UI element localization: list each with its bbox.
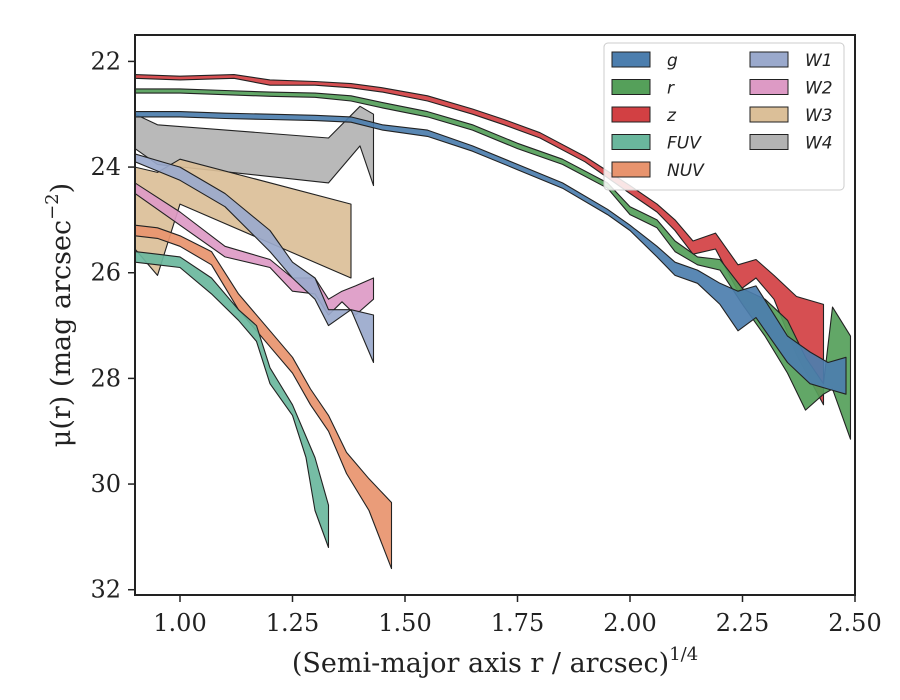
y-tick-label: 24	[90, 153, 121, 181]
x-tick-label: 1.75	[491, 609, 544, 637]
y-axis-ticks: 22 24 26 28 30 32	[90, 47, 135, 604]
legend-label-r: r	[667, 79, 675, 99]
x-tick-label: 1.00	[153, 609, 206, 637]
legend-label-w2: W2	[805, 79, 833, 99]
y-tick-label: 22	[90, 47, 121, 75]
x-tick-label: 2.50	[828, 609, 881, 637]
x-axis-label-exponent: 1/4	[669, 644, 698, 665]
y-tick-label: 30	[90, 470, 121, 498]
plot-frame	[134, 34, 856, 596]
legend-swatch-w4	[749, 134, 789, 150]
x-axis-ticks: 1.00 1.25 1.50 1.75 2.00 2.25 2.50	[153, 595, 882, 637]
y-axis-label-text: μ(r) (mag arcsec	[46, 220, 77, 447]
band-g	[135, 111, 847, 395]
legend-label-w4: W4	[805, 134, 833, 154]
legend-swatch-r	[611, 79, 651, 95]
band-w1	[135, 153, 375, 364]
y-axis-label-close: )	[46, 183, 77, 194]
legend-swatch-g	[611, 51, 651, 68]
y-tick-label: 28	[90, 364, 121, 392]
y-tick-label: 32	[90, 576, 121, 604]
legend-swatch-w2	[749, 79, 789, 95]
x-axis-label: (Semi-major axis r / arcsec)1/4	[292, 644, 698, 679]
legend-label-g: g	[667, 51, 678, 71]
band-nuv	[135, 224, 393, 570]
legend-label-nuv: NUV	[667, 161, 705, 181]
legend-swatch-w1	[749, 51, 789, 68]
y-axis-label: μ(r) (mag arcsec−2)	[42, 183, 77, 447]
legend-swatch-nuv	[611, 161, 651, 178]
legend-swatch-fuv	[611, 134, 651, 150]
legend-label-w1: W1	[805, 51, 833, 71]
y-axis-label-exponent: −2	[42, 193, 63, 220]
x-tick-label: 2.00	[603, 609, 656, 637]
series-bands	[135, 74, 852, 570]
legend-swatch-z	[611, 106, 651, 123]
legend-label-fuv: FUV	[667, 134, 702, 154]
legend-label-z: z	[666, 106, 677, 126]
x-tick-label: 1.50	[378, 609, 431, 637]
band-fuv	[135, 251, 330, 549]
band-z	[135, 74, 825, 406]
legend-label-w3: W3	[805, 106, 833, 126]
band-r	[135, 88, 852, 440]
legend-swatch-w3	[749, 106, 789, 123]
legend: grz FUV NUV W1 W2 W3 W4	[603, 42, 845, 191]
x-tick-label: 2.25	[716, 609, 769, 637]
y-tick-label: 26	[90, 259, 121, 287]
x-axis-label-text: (Semi-major axis r / arcsec)	[292, 648, 669, 679]
x-tick-label: 1.25	[266, 609, 319, 637]
